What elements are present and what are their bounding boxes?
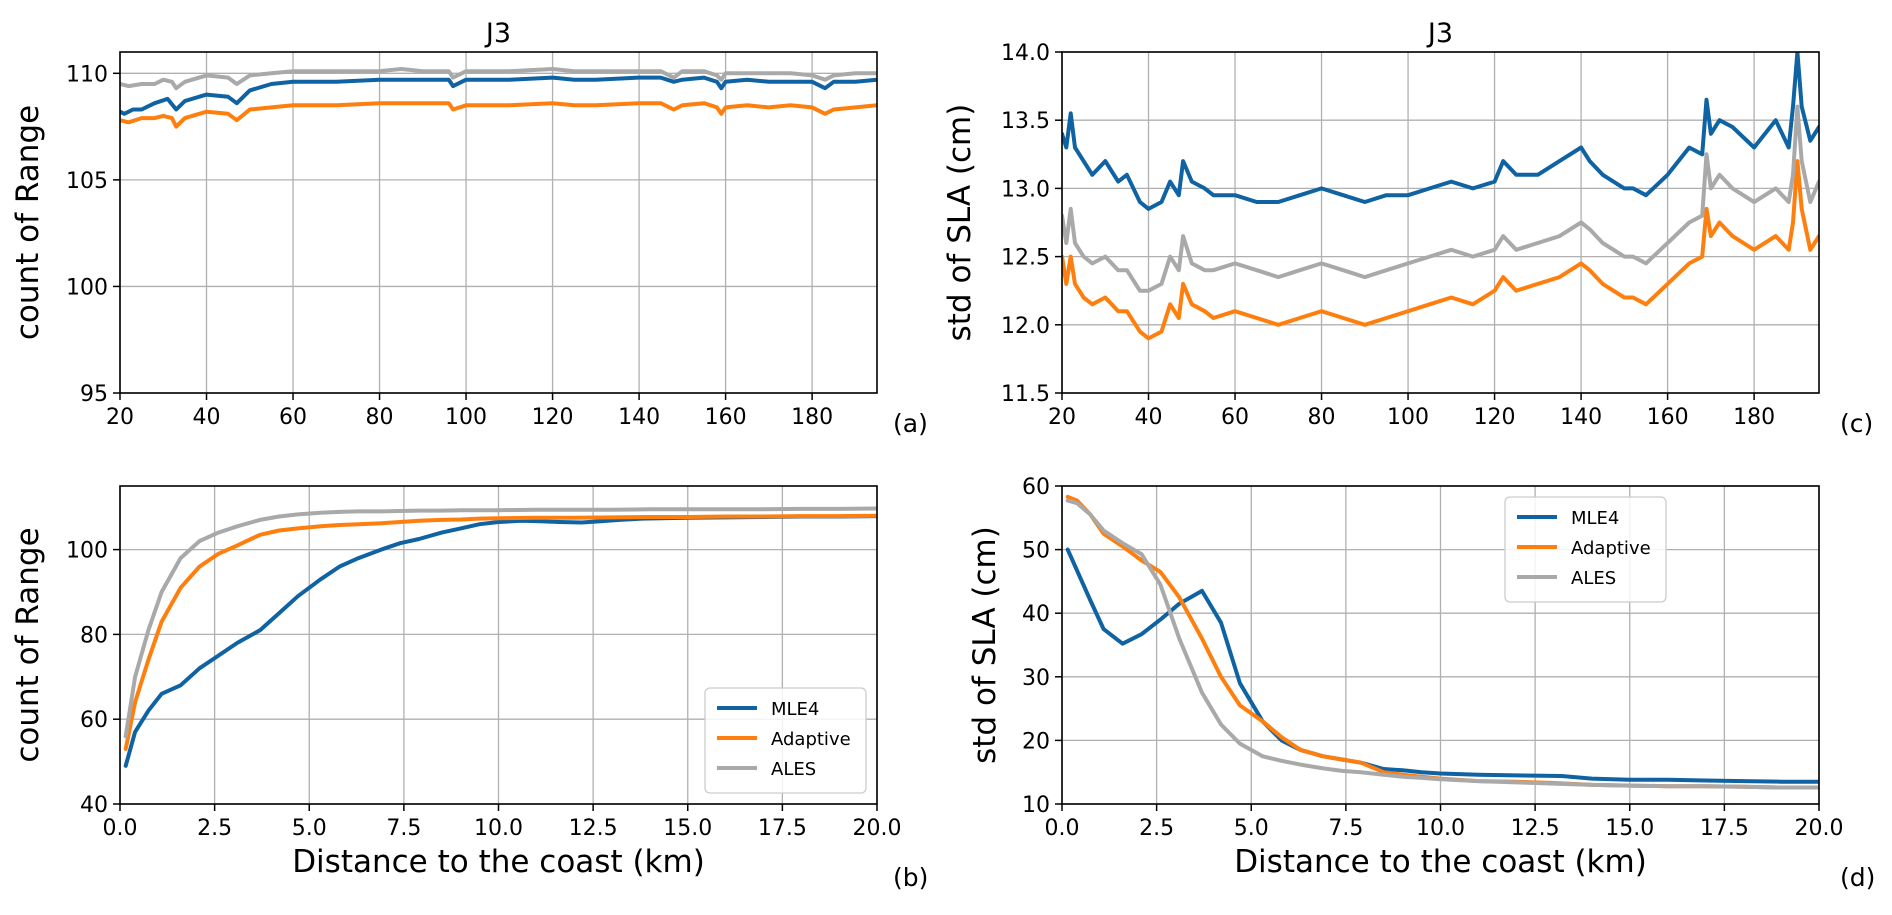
series-line-ales — [123, 506, 877, 739]
y-tick-label: 10 — [1022, 793, 1050, 818]
y-tick-label: 11.5 — [1001, 382, 1050, 407]
y-tick-label: 30 — [1022, 666, 1050, 691]
x-tick-label: 20 — [1048, 405, 1076, 430]
x-axis-label: Distance to the coast (km) — [1234, 844, 1647, 880]
x-tick-label: 12.5 — [569, 816, 618, 841]
legend-label: ALES — [1571, 568, 1616, 589]
series-line-mle4 — [120, 75, 877, 116]
series-line-adaptive — [123, 513, 877, 751]
panel-letter: (d) — [1840, 863, 1875, 892]
panel-letter: (c) — [1840, 409, 1873, 438]
series-line-ales — [1062, 104, 1819, 293]
series-line-mle4 — [1062, 52, 1819, 211]
series-line-adaptive — [1062, 159, 1819, 341]
legend-label: MLE4 — [1571, 508, 1619, 529]
x-tick-label: 2.5 — [197, 816, 232, 841]
y-axis-label: std of SLA (cm) — [942, 104, 978, 342]
legend: MLE4 Adaptive ALES — [704, 687, 867, 794]
x-tick-label: 180 — [1733, 405, 1775, 430]
x-tick-label: 15.0 — [663, 816, 712, 841]
x-tick-label: 7.5 — [1328, 816, 1363, 841]
legend-label: Adaptive — [771, 729, 851, 750]
panel-letter: (b) — [893, 863, 928, 892]
panel-a: 20 40 60 80 100 120 140 160 180 95 100 105 110 J3 coun… — [10, 18, 928, 438]
series-group — [123, 506, 877, 768]
y-tick-label: 13.0 — [1001, 177, 1050, 202]
panel-c: 20 40 60 80 100 120 140 160 180 11.5 12.0 12.5 13.0 1… — [942, 18, 1873, 438]
series-line-adaptive — [120, 101, 877, 129]
x-tick-label: 60 — [279, 405, 307, 430]
x-tick-label: 160 — [705, 405, 747, 430]
x-axis-label: Distance to the coast (km) — [292, 844, 705, 880]
x-tick-label: 5.0 — [292, 816, 327, 841]
panel-title: J3 — [484, 18, 511, 49]
y-tick-label: 100 — [66, 539, 108, 564]
x-tick-label: 80 — [366, 405, 394, 430]
series-line-mle4 — [1065, 547, 1819, 784]
x-tick-label: 17.5 — [1700, 816, 1749, 841]
x-tick-label: 40 — [193, 405, 221, 430]
x-tick-label: 5.0 — [1234, 816, 1269, 841]
x-tick-label: 15.0 — [1605, 816, 1654, 841]
y-tick-label: 80 — [80, 623, 108, 648]
x-tick-label: 100 — [445, 405, 487, 430]
panel-letter: (a) — [893, 409, 928, 438]
y-tick-label: 40 — [80, 793, 108, 818]
series-group — [120, 67, 877, 129]
x-tick-label: 0.0 — [103, 816, 138, 841]
y-tick-label: 60 — [1022, 475, 1050, 500]
y-tick-label: 105 — [66, 169, 108, 194]
y-tick-label: 12.0 — [1001, 314, 1050, 339]
x-tick-label: 140 — [1560, 405, 1602, 430]
x-tick-label: 12.5 — [1511, 816, 1560, 841]
y-tick-label: 20 — [1022, 729, 1050, 754]
y-tick-label: 110 — [66, 62, 108, 87]
x-tick-label: 20.0 — [1795, 816, 1844, 841]
x-tick-label: 60 — [1221, 405, 1249, 430]
series-line-ales — [1065, 498, 1819, 790]
x-tick-label: 80 — [1308, 405, 1336, 430]
x-tick-label: 20 — [106, 405, 134, 430]
plot-frame — [1061, 51, 1820, 394]
y-tick-label: 95 — [80, 382, 108, 407]
y-axis-label: std of SLA (cm) — [967, 526, 1003, 764]
x-tick-label: 10.0 — [1416, 816, 1465, 841]
plot-frame — [119, 51, 878, 394]
x-tick-label: 2.5 — [1139, 816, 1174, 841]
x-tick-label: 100 — [1387, 405, 1429, 430]
x-tick-label: 140 — [618, 405, 660, 430]
series-group — [1062, 52, 1819, 341]
y-axis-label: count of Range — [10, 527, 46, 762]
series-line-ales — [120, 67, 877, 91]
x-tick-label: 120 — [532, 405, 574, 430]
x-tick-label: 160 — [1647, 405, 1689, 430]
x-tick-label: 40 — [1135, 405, 1163, 430]
x-tick-label: 180 — [791, 405, 833, 430]
panel-b: 0.0 2.5 5.0 7.5 10.0 12.5 15.0 17.5 20.0 40 60 80 10… — [10, 485, 928, 892]
series-group — [1065, 494, 1819, 790]
panel-d: 0.0 2.5 5.0 7.5 10.0 12.5 15.0 17.5 20.0 10 20 30 40… — [967, 475, 1875, 892]
panel-title: J3 — [1426, 18, 1453, 49]
legend-label: MLE4 — [771, 699, 819, 720]
x-tick-label: 10.0 — [474, 816, 523, 841]
y-tick-label: 13.5 — [1001, 109, 1050, 134]
y-tick-label: 14.0 — [1001, 41, 1050, 66]
x-tick-label: 20.0 — [853, 816, 902, 841]
legend-label: Adaptive — [1571, 538, 1651, 559]
y-tick-label: 12.5 — [1001, 246, 1050, 271]
x-tick-label: 0.0 — [1045, 816, 1080, 841]
legend-label: ALES — [771, 759, 816, 780]
y-tick-label: 50 — [1022, 539, 1050, 564]
y-tick-label: 60 — [80, 708, 108, 733]
y-tick-label: 40 — [1022, 602, 1050, 627]
legend: MLE4 Adaptive ALES — [1504, 496, 1667, 603]
x-tick-label: 120 — [1474, 405, 1516, 430]
x-tick-label: 7.5 — [386, 816, 421, 841]
y-tick-label: 100 — [66, 275, 108, 300]
x-tick-label: 17.5 — [758, 816, 807, 841]
y-axis-label: count of Range — [10, 105, 46, 340]
